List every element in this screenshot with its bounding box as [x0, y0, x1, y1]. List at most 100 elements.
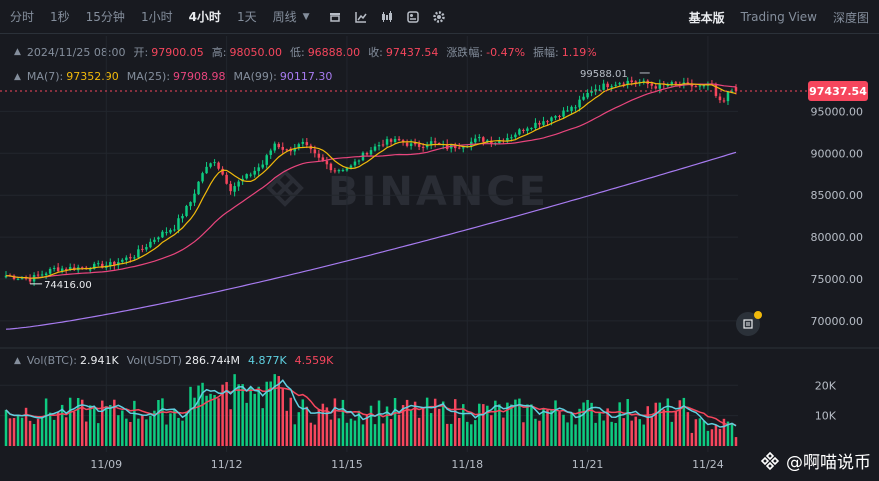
volume-bar — [650, 417, 654, 446]
timeframe-tick[interactable]: 分时 — [10, 10, 35, 24]
price-tick-label: 90000.00 — [811, 147, 864, 160]
candle-body — [8, 275, 12, 277]
candle-body — [225, 174, 228, 184]
volume-bar — [405, 399, 409, 446]
collapse-arrow-icon[interactable]: ▲ — [14, 47, 21, 57]
volume-bar — [726, 421, 730, 446]
volume-bar — [486, 405, 489, 446]
vol-btc-label: Vol(BTC): — [26, 354, 77, 367]
timeframe-4h[interactable]: 4小时 — [188, 10, 221, 24]
volume-bar — [630, 420, 633, 446]
volume-bar — [373, 424, 377, 446]
volume-bar — [241, 384, 244, 446]
candle-body — [734, 87, 738, 91]
volume-bar — [4, 409, 8, 446]
volume-bar — [718, 428, 722, 446]
volume-bar — [56, 411, 60, 446]
settings-icon[interactable] — [426, 7, 452, 27]
volume-bar — [413, 401, 417, 446]
volume-bar — [48, 412, 52, 446]
candle-body — [550, 117, 553, 122]
volume-bar — [722, 418, 726, 446]
timeframe-1d[interactable]: 1天 — [236, 10, 257, 24]
indicator-icon[interactable] — [348, 7, 374, 27]
volume-bar — [734, 437, 738, 446]
volume-bar — [88, 405, 92, 446]
collapse-arrow-icon[interactable]: ▲ — [14, 71, 21, 82]
candle-body — [502, 140, 505, 142]
candle-body — [209, 163, 212, 167]
tab-tradingview[interactable]: Trading View — [740, 10, 817, 24]
volume-bar — [169, 413, 172, 446]
timeframe-1s[interactable]: 1秒 — [50, 10, 70, 24]
volume-bar — [325, 407, 329, 446]
candle-body — [526, 128, 529, 131]
candle-body — [12, 275, 16, 279]
volume-bar — [141, 415, 144, 446]
vol-ma1-value: 4.877K — [247, 354, 287, 367]
volume-bar — [578, 408, 581, 446]
vol-usdt-label: Vol(USDT) — [126, 354, 182, 367]
candle-body — [129, 257, 132, 259]
collapse-arrow-icon[interactable]: ▲ — [14, 355, 21, 366]
candle-body — [586, 92, 589, 98]
template-icon[interactable] — [400, 7, 426, 27]
volume-bar — [313, 424, 317, 446]
price-tick-label: 80000.00 — [811, 231, 864, 244]
candle-body — [32, 275, 36, 282]
candle-body — [518, 129, 521, 135]
candle-body — [429, 141, 433, 146]
volume-bar — [490, 415, 493, 446]
current-price-tag — [808, 80, 868, 101]
candles-icon[interactable] — [374, 7, 400, 27]
volume-bar — [40, 417, 44, 446]
candle-body — [88, 269, 92, 271]
volume-bar — [237, 384, 240, 446]
volume-bar — [321, 403, 325, 446]
candle-body — [277, 143, 280, 148]
candle-body — [56, 267, 60, 272]
candle-body — [93, 263, 96, 269]
volume-bar — [445, 423, 449, 446]
candle-body — [297, 144, 301, 149]
candle-body — [169, 230, 172, 233]
candle-body — [466, 146, 469, 148]
volume-bar — [60, 404, 64, 446]
time-tick-label: 11/12 — [211, 458, 243, 471]
volume-bar — [526, 404, 529, 446]
volume-bar — [133, 400, 136, 446]
candle-style-icon[interactable] — [322, 7, 348, 27]
tab-depth[interactable]: 深度图 — [832, 10, 869, 25]
volume-bar — [562, 414, 565, 446]
volume-bar — [145, 419, 148, 446]
ma25-label: MA(25): — [126, 70, 171, 83]
volume-bar — [534, 418, 537, 446]
volume-bar — [514, 399, 517, 446]
candle-body — [241, 178, 244, 182]
timeframe-1w[interactable]: 周线 — [272, 10, 297, 24]
candle-body — [478, 137, 481, 139]
candle-body — [349, 165, 353, 168]
volume-bar — [197, 385, 200, 446]
volume-bar — [530, 404, 533, 446]
volume-bar — [137, 418, 140, 446]
chevron-down-icon[interactable]: ▼ — [302, 11, 310, 22]
timeframe-15m[interactable]: 15分钟 — [85, 10, 125, 24]
candle-body — [546, 121, 549, 123]
timeframe-1h[interactable]: 1小时 — [140, 10, 173, 24]
volume-bar — [582, 402, 585, 446]
volume-bar — [93, 406, 96, 446]
vol-ma2-value: 4.559K — [294, 354, 334, 367]
volume-bar — [462, 404, 465, 446]
volume-bar — [457, 417, 461, 446]
volume-bar — [437, 408, 441, 446]
candle-body — [718, 96, 722, 101]
candle-body — [72, 267, 76, 270]
candle-body — [353, 161, 357, 166]
ma25-value: 97908.98 — [173, 70, 226, 83]
volume-bar — [101, 400, 104, 446]
tab-basic[interactable]: 基本版 — [688, 10, 725, 25]
volume-bar — [482, 404, 485, 446]
volume-bar — [389, 419, 393, 446]
candle-body — [253, 170, 256, 175]
